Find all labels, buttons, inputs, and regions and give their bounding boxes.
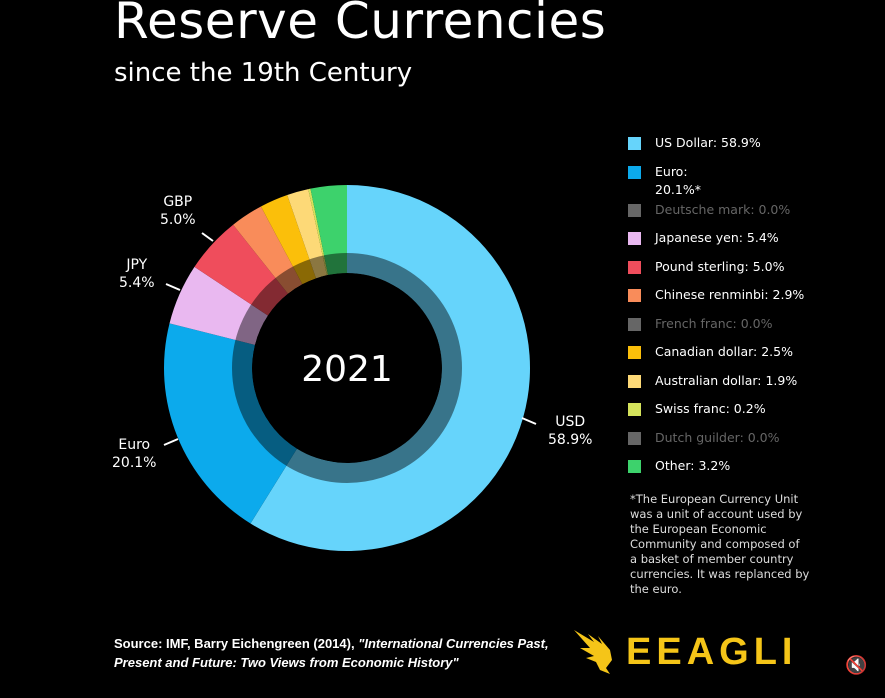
legend-label: Dutch guilder: 0.0% [655, 429, 780, 445]
legend-swatch [628, 165, 641, 179]
legend-swatch [628, 403, 641, 416]
legend-item: Dutch guilder: 0.0% [628, 430, 804, 459]
slice-japanese-yen [169, 266, 268, 345]
legend-label: Deutsche mark: 0.0% [655, 201, 791, 217]
legend-swatch [628, 460, 641, 473]
legend-label: Pound sterling: 5.0% [655, 258, 785, 274]
slice-euro [164, 323, 297, 524]
leader-line [165, 283, 181, 291]
year-label: 2021 [301, 349, 393, 390]
slice-label-usd: USD 58.9% [548, 414, 593, 448]
legend-swatch [628, 289, 641, 302]
slice-chinese-renminbi [233, 206, 303, 294]
footnote: *The European Currency Unit was a unit o… [630, 492, 810, 596]
slice-label-jpy: JPY 5.4% [119, 257, 155, 291]
source-citation: Source: IMF, Barry Eichengreen (2014), "… [114, 636, 549, 670]
legend-swatch [628, 137, 641, 150]
slice-other [310, 185, 347, 275]
slice-canadian-dollar [260, 195, 316, 285]
chart-subtitle: since the 19th Century [114, 58, 413, 88]
legend-item: Australian dollar: 1.9% [628, 373, 804, 402]
eagle-icon [574, 630, 612, 674]
legend-label: Swiss franc: 0.2% [655, 401, 766, 416]
inner-shade-ring [232, 253, 462, 483]
slice-label-euro: Euro 20.1% [112, 437, 157, 471]
legend-item: US Dollar: 58.9% [628, 135, 804, 164]
leader-line [163, 438, 179, 446]
speaker-muted-icon[interactable]: 🔇 [845, 655, 868, 676]
legend-label: US Dollar: 58.9% [655, 135, 761, 150]
legend-item: Canadian dollar: 2.5% [628, 344, 804, 373]
legend-swatch [628, 232, 641, 245]
legend-item: Pound sterling: 5.0% [628, 259, 804, 288]
legend-swatch [628, 374, 641, 388]
legend-swatch [628, 203, 641, 217]
slice-swiss-franc [308, 188, 329, 276]
legend-item: Deutsche mark: 0.0% [628, 202, 804, 231]
legend-item: Swiss franc: 0.2% [628, 401, 804, 430]
legend-label: Australian dollar: 1.9% [655, 372, 798, 388]
legend-swatch [628, 346, 641, 359]
legend-swatch [628, 260, 641, 274]
legend-label: Euro: 20.1%* [655, 163, 701, 197]
slice-pound-sterling [194, 224, 288, 316]
legend: US Dollar: 58.9% Euro: 20.1%* Deutsche mark… [628, 135, 804, 487]
legend-item: Euro: 20.1%* [628, 164, 804, 202]
legend-item: Japanese yen: 5.4% [628, 230, 804, 259]
legend-item: Chinese renminbi: 2.9% [628, 287, 804, 316]
legend-label: Japanese yen: 5.4% [655, 230, 779, 245]
legend-item: French franc: 0.0% [628, 316, 804, 345]
legend-label: French franc: 0.0% [655, 315, 773, 331]
leader-line [201, 232, 214, 242]
slice-australian-dollar [287, 189, 327, 279]
legend-label: Chinese renminbi: 2.9% [655, 287, 805, 302]
legend-item: Other: 3.2% [628, 458, 804, 487]
legend-label: Other: 3.2% [655, 458, 731, 473]
slice-label-gbp: GBP 5.0% [160, 194, 196, 228]
logo: EEAGLI [572, 628, 797, 676]
legend-swatch [628, 431, 641, 445]
legend-swatch [628, 317, 641, 331]
slice-us-dollar [250, 185, 531, 551]
chart-title: Reserve Currencies [114, 0, 607, 50]
legend-label: Canadian dollar: 2.5% [655, 344, 793, 359]
leader-line [521, 417, 537, 425]
